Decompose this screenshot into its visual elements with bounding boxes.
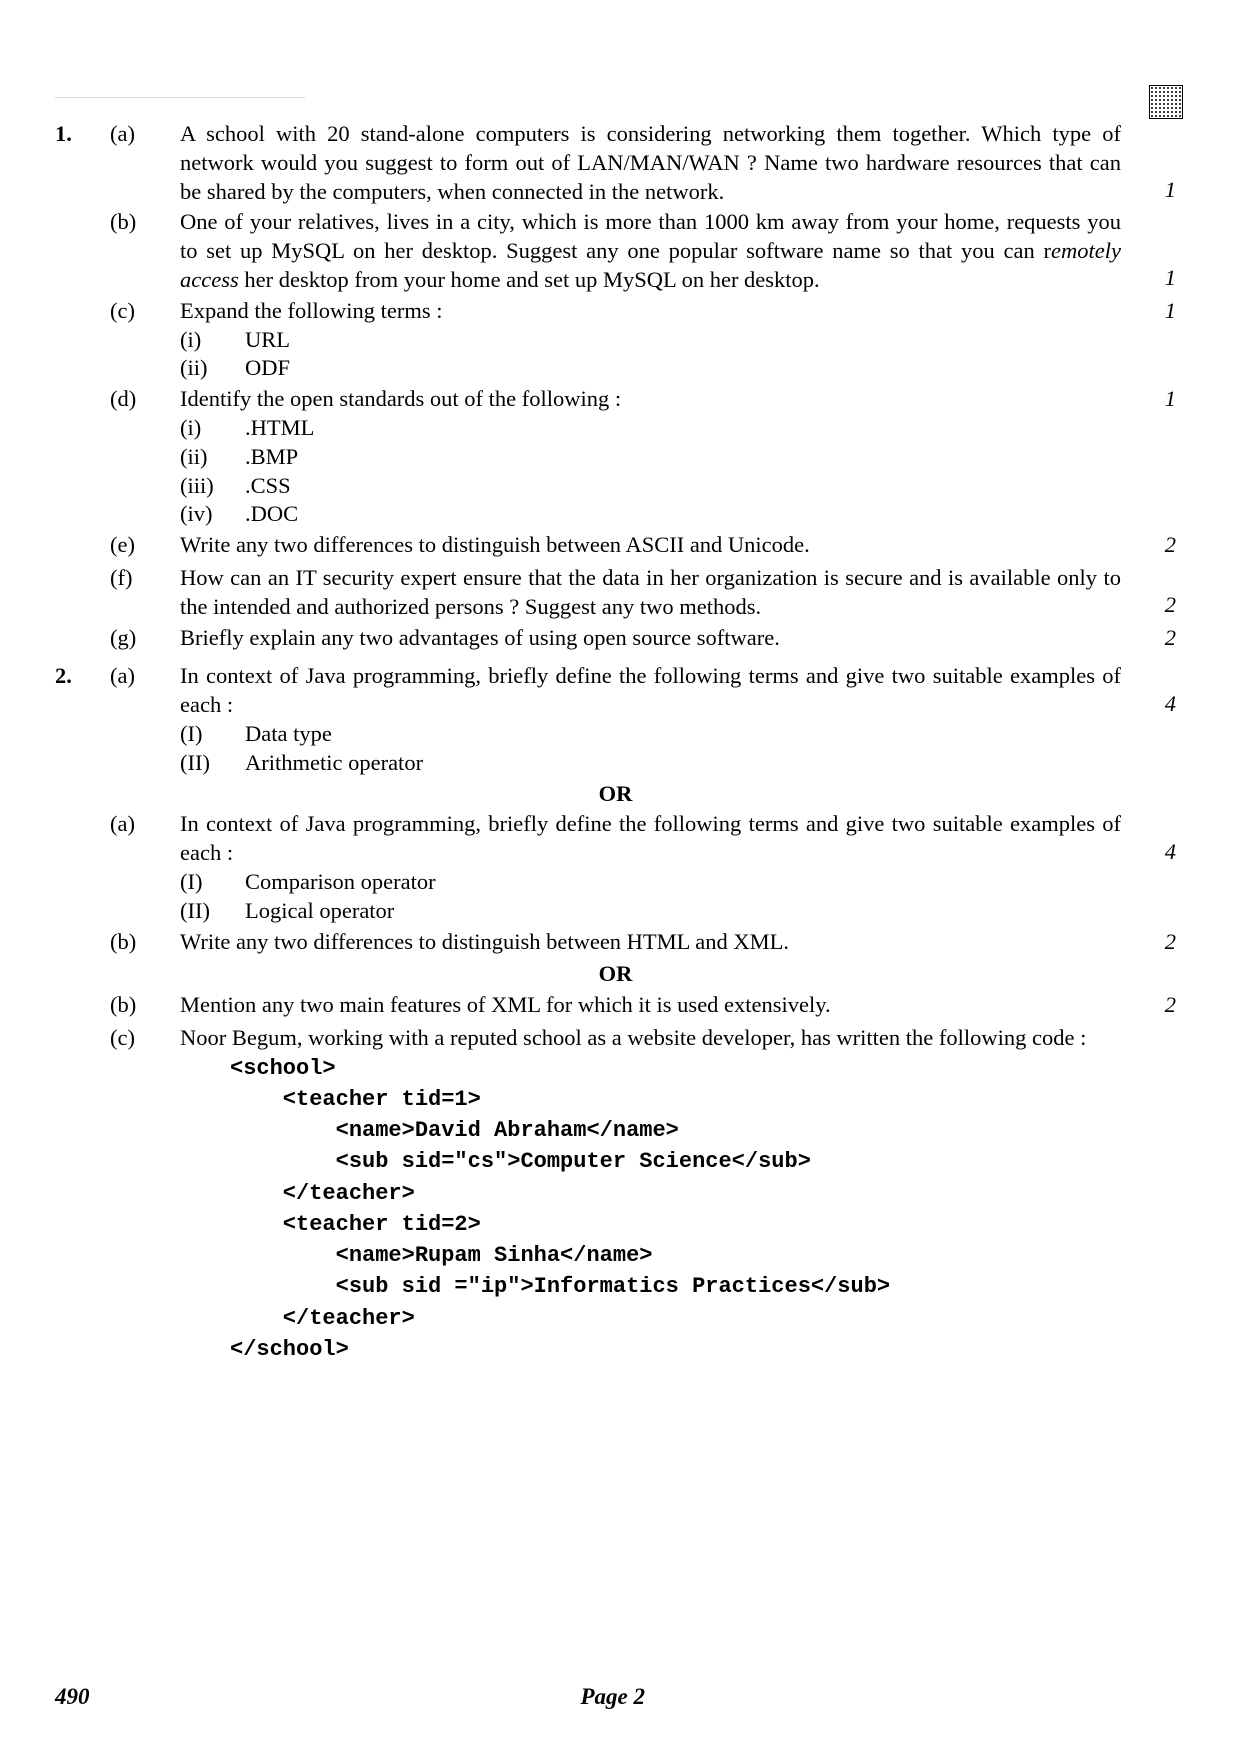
q1c-label: (c): [110, 297, 180, 326]
q1c-row: (c) Expand the following terms : (i)URL …: [55, 297, 1176, 383]
q1d-iii: (iii).CSS: [180, 472, 1121, 501]
q2a2-marks: 4: [1141, 810, 1176, 869]
question-content: 1. (a) A school with 20 stand-alone comp…: [55, 120, 1176, 1365]
q2a2-I: (I)Comparison operator: [180, 868, 1121, 897]
q1d-ii: (ii).BMP: [180, 443, 1121, 472]
q1g-label: (g): [110, 624, 180, 653]
q2c-row: (c) Noor Begum, working with a reputed s…: [55, 1024, 1176, 1365]
q2b2-row: (b) Mention any two main features of XML…: [55, 991, 1176, 1022]
q1d-i: (i).HTML: [180, 414, 1121, 443]
q1b-text: One of your relatives, lives in a city, …: [180, 208, 1141, 294]
q1g-row: (g) Briefly explain any two advantages o…: [55, 624, 1176, 655]
q1d-marks: 1: [1141, 385, 1176, 416]
q1e-marks: 2: [1141, 531, 1176, 562]
q1f-text: How can an IT security expert ensure tha…: [180, 564, 1141, 622]
q1e-text: Write any two differences to distinguish…: [180, 531, 1141, 560]
q1c-ii: (ii)ODF: [180, 354, 1121, 383]
q2a1-row: 2. (a) In context of Java programming, b…: [55, 662, 1176, 777]
q2b2-label: (b): [110, 991, 180, 1020]
q2a1-I: (I)Data type: [180, 720, 1121, 749]
q2a2-row: (a) In context of Java programming, brie…: [55, 810, 1176, 925]
q1a-text: A school with 20 stand-alone computers i…: [180, 120, 1141, 206]
q2b1-label: (b): [110, 928, 180, 957]
q2c-label: (c): [110, 1024, 180, 1053]
q2a2-label: (a): [110, 810, 180, 839]
or-separator-1: OR: [55, 780, 1176, 809]
q1d-text: Identify the open standards out of the f…: [180, 385, 1141, 529]
q2b2-marks: 2: [1141, 991, 1176, 1022]
q1c-text: Expand the following terms : (i)URL (ii)…: [180, 297, 1141, 383]
q1b-label: (b): [110, 208, 180, 237]
q1a-marks: 1: [1141, 176, 1176, 207]
q1b-row: (b) One of your relatives, lives in a ci…: [55, 208, 1176, 294]
q1e-row: (e) Write any two differences to disting…: [55, 531, 1176, 562]
q2a2-II: (II)Logical operator: [180, 897, 1121, 926]
q1e-label: (e): [110, 531, 180, 560]
q1c-marks: 1: [1141, 297, 1176, 328]
q2a1-marks: 4: [1141, 662, 1176, 721]
q1b-marks: 1: [1141, 264, 1176, 295]
q2a1-text: In context of Java programming, briefly …: [180, 662, 1141, 777]
q1f-marks: 2: [1141, 591, 1176, 622]
q2b1-row: (b) Write any two differences to disting…: [55, 928, 1176, 959]
q1d-iv: (iv).DOC: [180, 500, 1121, 529]
q2b2-text: Mention any two main features of XML for…: [180, 991, 1141, 1020]
q2a2-text: In context of Java programming, briefly …: [180, 810, 1141, 925]
header-rule: [55, 95, 305, 98]
q1d-row: (d) Identify the open standards out of t…: [55, 385, 1176, 529]
exam-page: 1. (a) A school with 20 stand-alone comp…: [0, 0, 1241, 1755]
q1a-row: 1. (a) A school with 20 stand-alone comp…: [55, 120, 1176, 206]
footer-page-number: Page 2: [580, 1684, 645, 1710]
q1f-row: (f) How can an IT security expert ensure…: [55, 564, 1176, 622]
q2a1-label: (a): [110, 662, 180, 691]
footer-paper-code: 490: [55, 1684, 90, 1710]
q2a1-II: (II)Arithmetic operator: [180, 749, 1121, 778]
q1g-text: Briefly explain any two advantages of us…: [180, 624, 1141, 653]
q1c-i: (i)URL: [180, 326, 1121, 355]
q2b1-marks: 2: [1141, 928, 1176, 959]
page-footer: 490 Page 2: [55, 1684, 1176, 1710]
or-separator-2: OR: [55, 960, 1176, 989]
q2c-code: <school> <teacher tid=1> <name>David Abr…: [230, 1053, 1121, 1365]
q1f-label: (f): [110, 564, 180, 593]
q2-number: 2.: [55, 662, 110, 691]
q1-number: 1.: [55, 120, 110, 149]
q2c-text: Noor Begum, working with a reputed schoo…: [180, 1024, 1141, 1365]
q1g-marks: 2: [1141, 624, 1176, 655]
q1a-label: (a): [110, 120, 180, 149]
qr-code-icon: [1149, 85, 1183, 119]
q2b1-text: Write any two differences to distinguish…: [180, 928, 1141, 957]
q1d-label: (d): [110, 385, 180, 414]
